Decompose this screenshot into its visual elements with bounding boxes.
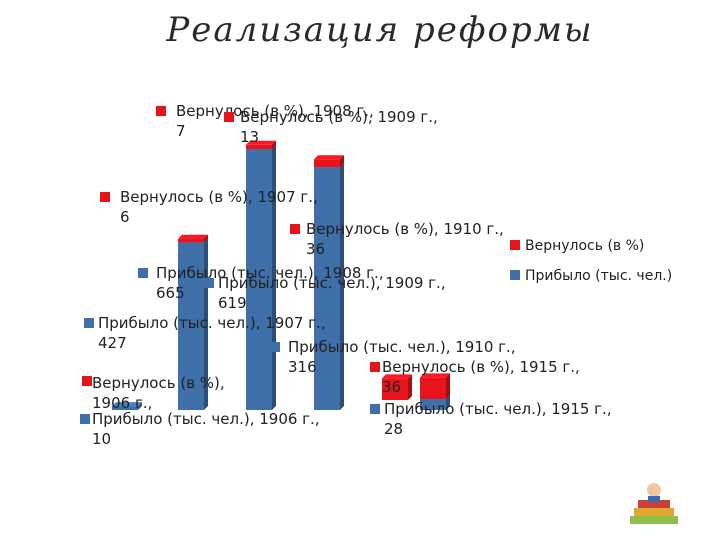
data-label-arrived-3-key xyxy=(204,278,214,288)
bar-returned-1 xyxy=(178,234,208,243)
bar-arrived-3 xyxy=(314,163,344,410)
bar-returned-5 xyxy=(420,373,450,400)
data-label-arrived-0: Прибыло (тыс. чел.), 1906 г., 10 xyxy=(92,410,320,448)
data-label-returned-1-key xyxy=(100,192,110,202)
data-label-returned-5-key xyxy=(370,362,380,372)
legend-label-1: Прибыло (тыс. чел.) xyxy=(525,268,672,284)
data-label-arrived-5-key xyxy=(370,404,380,414)
data-label-arrived-3: Прибыло (тыс. чел.), 1909 г., 619 xyxy=(218,274,446,312)
data-label-arrived-2-key xyxy=(138,268,148,278)
data-label-returned-4-key xyxy=(290,224,300,234)
data-label-returned-0: Вернулось (в %), 1906 г., xyxy=(92,374,225,412)
legend-swatch-0 xyxy=(510,240,520,250)
legend-label-0: Вернулось (в %) xyxy=(525,238,644,254)
bar-returned-4 xyxy=(382,374,412,400)
data-label-arrived-0-key xyxy=(80,414,90,424)
bar-returned-3 xyxy=(314,155,344,168)
page-title: Реализация реформы xyxy=(166,10,594,50)
data-label-returned-3-key xyxy=(224,112,234,122)
data-label-returned-4: Вернулось (в %), 1910 г., 36 xyxy=(306,220,504,258)
data-label-arrived-5: Прибыло (тыс. чел.), 1915 г., 28 xyxy=(384,400,612,438)
data-label-arrived-4: Прибыло (тыс. чел.), 1910 г., 316 xyxy=(288,338,516,376)
legend-swatch-1 xyxy=(510,270,520,280)
bar-arrived-0 xyxy=(112,402,142,410)
data-label-arrived-4-key xyxy=(270,342,280,352)
data-label-returned-1: Вернулось (в %), 1907 г., 6 xyxy=(120,188,318,226)
data-label-arrived-1-key xyxy=(84,318,94,328)
data-label-returned-5: Вернулось (в %), 1915 г., 36 xyxy=(382,358,580,396)
data-label-arrived-2: Прибыло (тыс. чел.), 1908 г., 665 xyxy=(156,264,384,302)
data-label-returned-0-key xyxy=(82,376,92,386)
books-decoration-icon xyxy=(630,483,678,524)
data-label-returned-2-key xyxy=(156,106,166,116)
data-label-returned-3: Вернулось (в %), 1909 г., 13 xyxy=(240,108,438,146)
bar-returned-2 xyxy=(246,140,276,149)
data-label-arrived-1: Прибыло (тыс. чел.), 1907 г., 427 xyxy=(98,314,326,352)
